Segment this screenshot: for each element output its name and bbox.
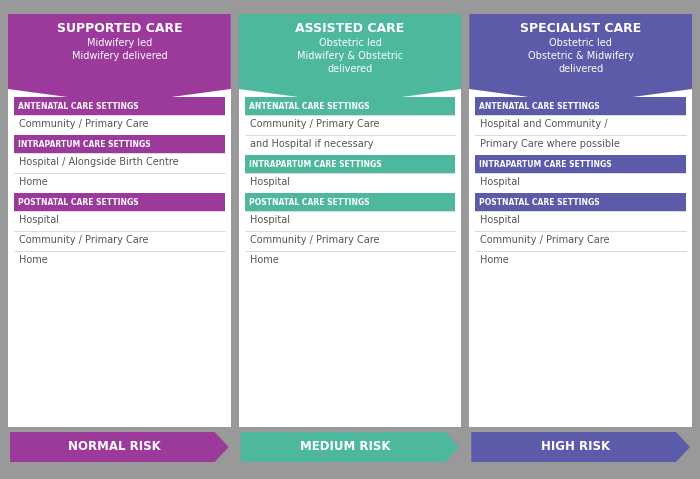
Text: Home: Home (480, 255, 509, 265)
Text: SPECIALIST CARE: SPECIALIST CARE (520, 22, 641, 35)
Text: Obstetric led: Obstetric led (550, 38, 612, 48)
Text: POSTNATAL CARE SETTINGS: POSTNATAL CARE SETTINGS (480, 197, 600, 206)
FancyBboxPatch shape (245, 193, 455, 211)
Polygon shape (469, 14, 692, 104)
Text: INTRAPARTUM CARE SETTINGS: INTRAPARTUM CARE SETTINGS (18, 139, 150, 148)
Polygon shape (10, 432, 229, 462)
Text: and Hospital if necessary: and Hospital if necessary (250, 139, 373, 149)
Text: NORMAL RISK: NORMAL RISK (68, 441, 161, 454)
Text: Community / Primary Care: Community / Primary Care (250, 119, 379, 129)
Text: Midwifery & Obstetric: Midwifery & Obstetric (297, 51, 403, 61)
Text: POSTNATAL CARE SETTINGS: POSTNATAL CARE SETTINGS (18, 197, 139, 206)
FancyBboxPatch shape (14, 97, 225, 115)
Text: Community / Primary Care: Community / Primary Care (480, 235, 610, 245)
Text: INTRAPARTUM CARE SETTINGS: INTRAPARTUM CARE SETTINGS (248, 160, 382, 169)
Text: ANTENATAL CARE SETTINGS: ANTENATAL CARE SETTINGS (248, 102, 370, 111)
Text: Home: Home (250, 255, 279, 265)
Text: Hospital: Hospital (250, 215, 290, 225)
Text: Obstetric & Midwifery: Obstetric & Midwifery (528, 51, 634, 61)
Text: Community / Primary Care: Community / Primary Care (250, 235, 379, 245)
Text: Hospital: Hospital (480, 177, 520, 187)
Text: SUPPORTED CARE: SUPPORTED CARE (57, 22, 182, 35)
Text: Hospital: Hospital (19, 215, 59, 225)
FancyBboxPatch shape (245, 155, 455, 173)
FancyBboxPatch shape (239, 89, 461, 427)
FancyBboxPatch shape (469, 89, 692, 427)
Polygon shape (8, 14, 231, 104)
FancyBboxPatch shape (8, 89, 231, 427)
Text: Community / Primary Care: Community / Primary Care (19, 119, 148, 129)
Text: Home: Home (19, 255, 48, 265)
Polygon shape (471, 432, 690, 462)
Text: ANTENATAL CARE SETTINGS: ANTENATAL CARE SETTINGS (18, 102, 139, 111)
Text: Home: Home (19, 177, 48, 187)
FancyBboxPatch shape (475, 193, 686, 211)
Text: ASSISTED CARE: ASSISTED CARE (295, 22, 405, 35)
Text: Hospital / Alongside Birth Centre: Hospital / Alongside Birth Centre (19, 157, 178, 167)
Text: POSTNATAL CARE SETTINGS: POSTNATAL CARE SETTINGS (248, 197, 370, 206)
Text: Obstetric led: Obstetric led (318, 38, 382, 48)
Text: Primary Care where possible: Primary Care where possible (480, 139, 620, 149)
Text: Hospital: Hospital (250, 177, 290, 187)
Polygon shape (241, 432, 459, 462)
Text: Midwifery delivered: Midwifery delivered (71, 51, 167, 61)
FancyBboxPatch shape (475, 97, 686, 115)
Text: Community / Primary Care: Community / Primary Care (19, 235, 148, 245)
Text: Midwifery led: Midwifery led (87, 38, 152, 48)
Text: ANTENATAL CARE SETTINGS: ANTENATAL CARE SETTINGS (480, 102, 600, 111)
Text: HIGH RISK: HIGH RISK (541, 441, 610, 454)
FancyBboxPatch shape (14, 135, 225, 153)
Text: delivered: delivered (328, 64, 372, 74)
FancyBboxPatch shape (475, 155, 686, 173)
Text: MEDIUM RISK: MEDIUM RISK (300, 441, 391, 454)
Text: Hospital and Community /: Hospital and Community / (480, 119, 608, 129)
FancyBboxPatch shape (14, 193, 225, 211)
Text: Hospital: Hospital (480, 215, 520, 225)
Polygon shape (239, 14, 461, 104)
Text: INTRAPARTUM CARE SETTINGS: INTRAPARTUM CARE SETTINGS (480, 160, 612, 169)
Text: delivered: delivered (558, 64, 603, 74)
FancyBboxPatch shape (245, 97, 455, 115)
